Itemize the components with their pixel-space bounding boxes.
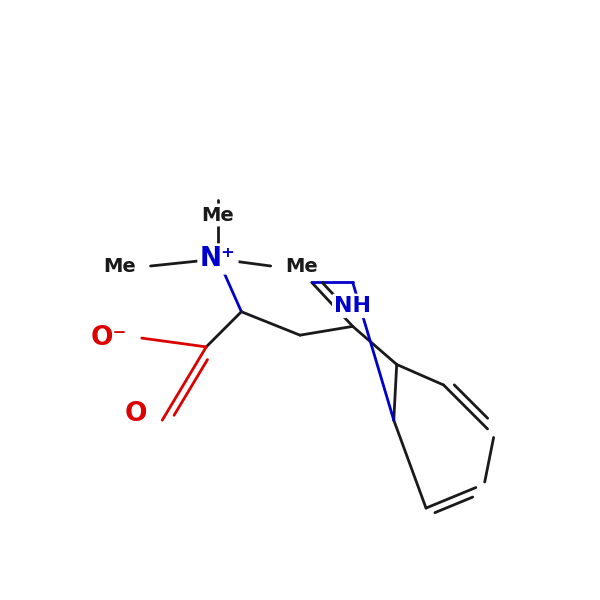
Text: N⁺: N⁺ <box>200 246 236 272</box>
Text: Me: Me <box>103 257 136 275</box>
Text: Me: Me <box>286 257 318 275</box>
Text: Me: Me <box>286 257 318 275</box>
Text: O⁻: O⁻ <box>91 325 127 351</box>
Text: NH: NH <box>334 296 371 316</box>
Text: O: O <box>125 401 148 427</box>
Text: NH: NH <box>334 296 371 316</box>
Text: O⁻: O⁻ <box>91 325 127 351</box>
Text: Me: Me <box>202 206 235 224</box>
Text: Me: Me <box>103 257 136 275</box>
Text: Me: Me <box>202 206 235 224</box>
Text: O: O <box>125 401 148 427</box>
Text: N⁺: N⁺ <box>200 246 236 272</box>
